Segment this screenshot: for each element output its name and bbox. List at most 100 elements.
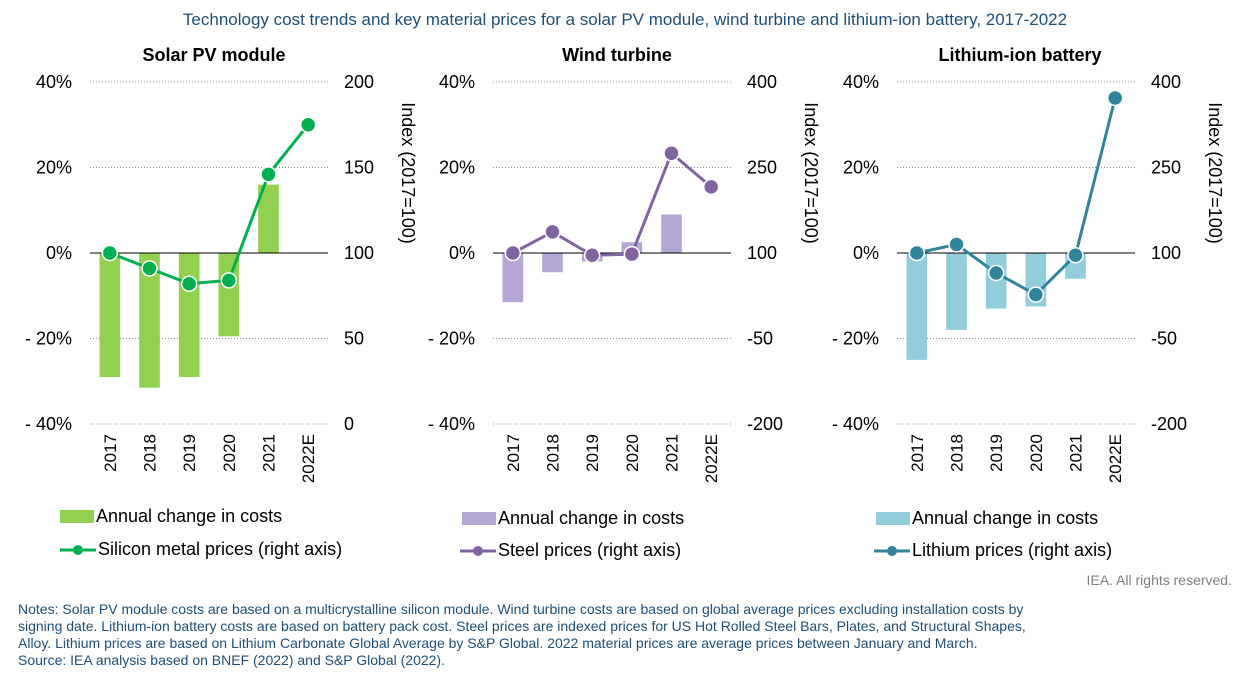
- category-label: 2018: [948, 434, 967, 472]
- price-point: [220, 272, 238, 289]
- left-tick-label: 20%: [843, 158, 879, 178]
- right-tick-label: 100: [344, 243, 374, 263]
- right-tick-label: 100: [747, 243, 777, 263]
- right-tick-label: 150: [344, 158, 374, 178]
- category-label: 2021: [260, 434, 279, 472]
- legend-battery-bar-swatch: [876, 512, 910, 525]
- price-point: [544, 223, 561, 241]
- category-label: 2017: [504, 434, 523, 472]
- bar: [178, 253, 200, 377]
- left-tick-label: - 40%: [832, 414, 879, 434]
- legend-wind-bar-label: Annual change in costs: [498, 508, 685, 528]
- category-label: 2018: [141, 434, 160, 472]
- category-label: 2021: [1067, 434, 1086, 472]
- legend-solar-line-label: Silicon metal prices (right axis): [98, 539, 343, 559]
- panel-title-wind: Wind turbine: [562, 45, 672, 65]
- category-label: 2018: [544, 434, 563, 472]
- price-point: [141, 260, 158, 277]
- category-label: 2020: [1027, 434, 1046, 472]
- category-label: 2021: [663, 434, 682, 472]
- price-point: [180, 275, 198, 293]
- price-point: [1067, 247, 1084, 264]
- category-label: 2022E: [299, 434, 318, 483]
- bar: [661, 214, 682, 253]
- legend-wind-bar: Annual change in costs: [462, 508, 684, 529]
- legend-solar-line-swatch: [60, 544, 96, 555]
- notes-line: signing date. Lithium-ion battery costs …: [18, 618, 1026, 634]
- price-point: [702, 178, 720, 196]
- legend-solar-line: Silicon metal prices (right axis): [60, 539, 342, 560]
- right-tick-label: -200: [1151, 414, 1187, 434]
- bar: [258, 184, 279, 253]
- panel-title-battery: Lithium-ion battery: [938, 45, 1102, 65]
- price-point: [1106, 89, 1124, 107]
- legend-solar-bar-label: Annual change in costs: [96, 506, 283, 526]
- category-label: 2022E: [702, 434, 721, 483]
- charts-canvas: 40% 200 20% 150 0% 100 - 20% 50 - 40% 0 Index (201…: [25, 72, 1225, 483]
- left-tick-label: 40%: [36, 72, 72, 92]
- notes-line: Source: IEA analysis based on BNEF (2022…: [18, 652, 445, 668]
- legend-battery-line: Lithium prices (right axis): [874, 540, 1112, 561]
- legend-wind-line-swatch: [460, 545, 496, 556]
- price-point: [987, 264, 1005, 282]
- chart-main-title: Technology cost trends and key material …: [182, 10, 1068, 29]
- legend-solar-bar-swatch: [60, 510, 94, 523]
- left-tick-label: - 40%: [428, 414, 475, 434]
- right-tick-label: 0: [344, 414, 354, 434]
- left-tick-label: 0%: [46, 243, 72, 263]
- category-label: 2020: [220, 434, 239, 472]
- right-tick-label: 400: [747, 72, 777, 92]
- price-point: [663, 145, 680, 162]
- right-axis-label: Index (2017=100): [801, 102, 821, 244]
- bar: [139, 253, 160, 388]
- rights-notice: IEA. All rights reserved.: [1086, 572, 1232, 588]
- right-tick-label: 400: [1151, 72, 1181, 92]
- right-tick-label: 50: [344, 329, 364, 349]
- left-tick-label: - 20%: [832, 329, 879, 349]
- category-label: 2019: [583, 434, 602, 472]
- price-point: [1027, 286, 1045, 303]
- price-point: [583, 247, 601, 264]
- left-tick-label: - 20%: [428, 329, 475, 349]
- category-label: 2019: [180, 434, 199, 472]
- left-tick-label: 40%: [843, 72, 879, 92]
- price-point: [504, 244, 522, 262]
- right-tick-label: 100: [1151, 243, 1181, 263]
- category-label: 2020: [623, 434, 642, 472]
- legend-wind-line-label: Steel prices (right axis): [498, 540, 682, 560]
- legend-battery-bar: Annual change in costs: [876, 508, 1098, 529]
- price-point: [948, 236, 965, 253]
- notes-block: Notes: Solar PV module costs are based o…: [18, 601, 1233, 669]
- left-tick-label: 0%: [449, 243, 475, 263]
- right-tick-label: -50: [747, 329, 773, 349]
- right-tick-label: 200: [344, 72, 374, 92]
- price-point: [260, 166, 277, 183]
- right-tick-label: 250: [1151, 158, 1181, 178]
- legend-wind-bar-swatch: [462, 512, 496, 525]
- price-point: [101, 244, 119, 262]
- category-label: 2017: [908, 434, 927, 472]
- notes-line: Alloy. Lithium prices are based on Lithi…: [18, 635, 978, 651]
- right-tick-label: -50: [1151, 329, 1177, 349]
- bar: [906, 253, 928, 360]
- bar: [502, 253, 524, 303]
- left-tick-label: - 20%: [25, 329, 72, 349]
- panel-title-solar: Solar PV module: [142, 45, 286, 65]
- legend-battery-line-label: Lithium prices (right axis): [912, 540, 1113, 560]
- left-tick-label: 0%: [853, 243, 879, 263]
- right-tick-label: -200: [747, 414, 783, 434]
- left-tick-label: 20%: [36, 158, 72, 178]
- bar: [218, 253, 240, 337]
- legend-battery-line-swatch: [874, 545, 910, 556]
- bar: [99, 253, 121, 377]
- right-axis-label: Index (2017=100): [398, 102, 418, 244]
- notes-line: Notes: Solar PV module costs are based o…: [18, 601, 1024, 617]
- right-tick-label: 250: [747, 158, 777, 178]
- price-point: [623, 245, 641, 263]
- bar: [542, 253, 563, 273]
- left-tick-label: - 40%: [25, 414, 72, 434]
- legend-solar-bar: Annual change in costs: [60, 506, 282, 527]
- legend-wind-line: Steel prices (right axis): [460, 540, 681, 561]
- price-point: [299, 116, 317, 133]
- category-label: 2017: [101, 434, 120, 472]
